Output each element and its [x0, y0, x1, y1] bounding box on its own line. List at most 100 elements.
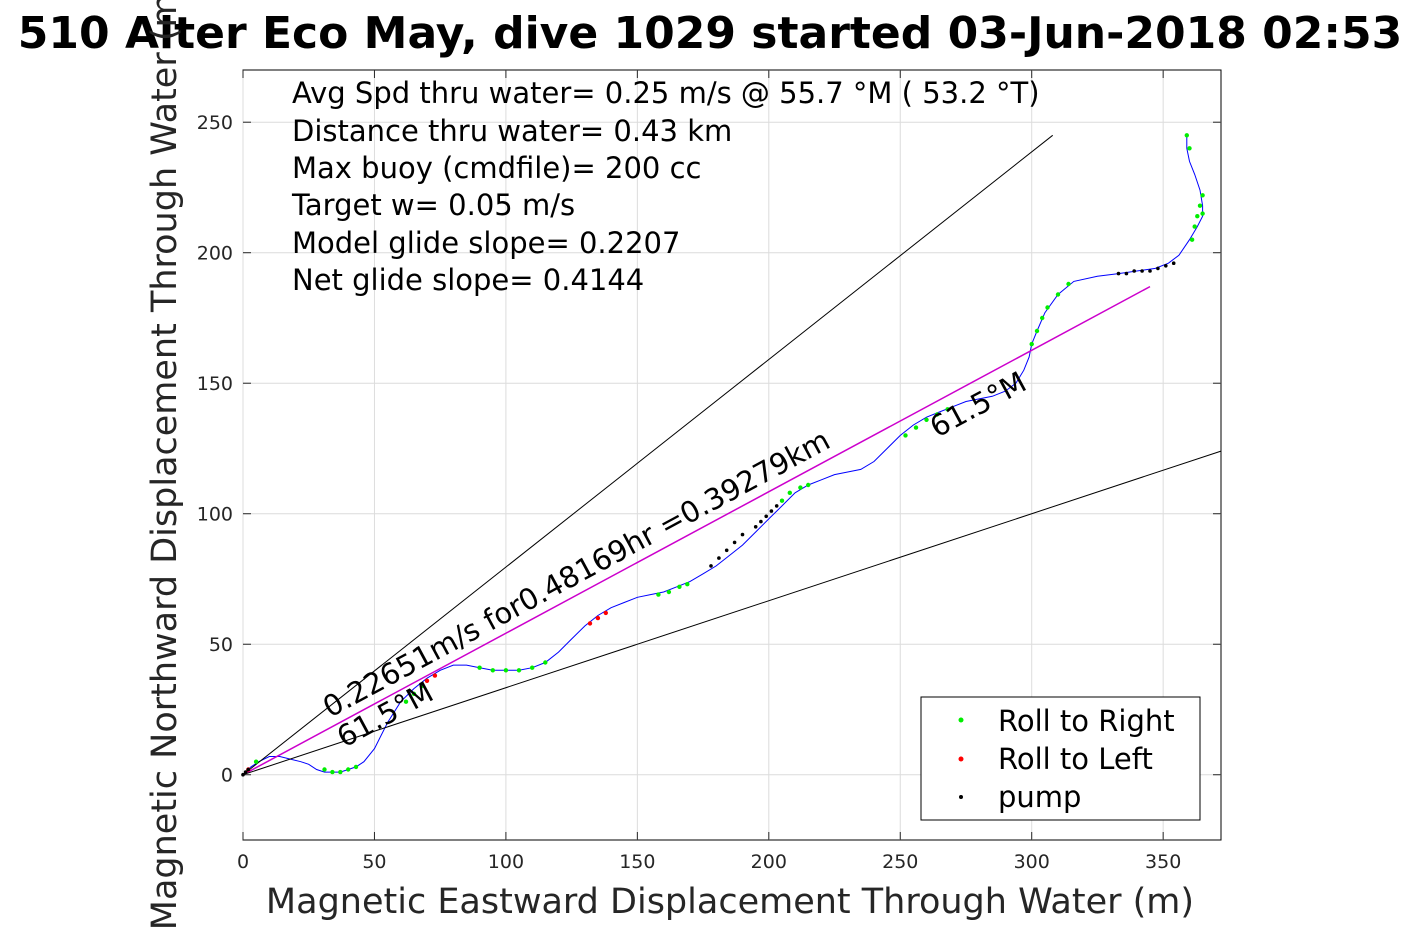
- roll-right-point: [346, 767, 351, 772]
- annotation-avg-speed: Avg Spd thru water= 0.25 m/s @ 55.7 °M (…: [292, 76, 1040, 110]
- roll-right-point: [490, 668, 495, 673]
- x-axis-ticks: 0 50 100 150 200 250 300 350: [237, 70, 1181, 873]
- roll-left-point: [595, 615, 601, 621]
- pump-point: [774, 504, 779, 508]
- pump-point: [709, 564, 713, 568]
- roll-right-point: [1066, 281, 1071, 287]
- roll-right-point: [945, 407, 950, 412]
- x-tick-label: 300: [1014, 851, 1050, 873]
- pump-point: [724, 548, 729, 553]
- roll-right-point: [779, 498, 785, 503]
- legend-marker-roll-left: [958, 756, 964, 762]
- plot-area: 0 50 100 150 200 250 300 350 0 50 100 150 200 250 Av…: [197, 69, 1222, 873]
- y-axis-label: Magnetic Northward Displacement Through …: [145, 0, 185, 930]
- legend-marker-pump: [959, 795, 963, 799]
- roll-right-point: [530, 665, 535, 670]
- roll-right-point: [913, 425, 919, 430]
- roll-right-point: [798, 485, 803, 490]
- legend-label-roll-left: Roll to Left: [998, 742, 1153, 776]
- roll-right-point: [656, 592, 661, 597]
- roll-right-point: [1187, 146, 1192, 151]
- pump-point: [740, 532, 745, 537]
- y-tick-label: 100: [197, 504, 233, 526]
- roll-right-point: [1200, 193, 1205, 198]
- roll-right-point: [1197, 203, 1203, 208]
- pump-point: [764, 514, 768, 519]
- roll-right-point: [516, 668, 522, 673]
- roll-left-point: [603, 610, 608, 616]
- stats-annotations: Avg Spd thru water= 0.25 m/s @ 55.7 °M (…: [291, 76, 1040, 297]
- roll-right-point: [806, 482, 811, 488]
- roll-right-point: [403, 699, 409, 704]
- roll-right-point: [1189, 237, 1195, 242]
- roll-right-point: [924, 417, 929, 422]
- x-axis-label: Magnetic Eastward Displacement Through W…: [266, 882, 1194, 922]
- pump-point: [246, 767, 251, 772]
- annotation-model-glide: Model glide slope= 0.2207: [292, 226, 680, 260]
- roll-left-point: [424, 678, 430, 683]
- pump-point: [1148, 269, 1152, 273]
- roll-right-point: [338, 769, 343, 775]
- roll-right-point: [685, 582, 690, 587]
- legend-label-pump: pump: [998, 780, 1081, 814]
- y-tick-label: 200: [197, 243, 233, 265]
- roll-right-point: [322, 767, 327, 772]
- pump-point: [241, 772, 245, 777]
- y-tick-label: 150: [197, 373, 233, 395]
- y-tick-label: 50: [209, 634, 233, 656]
- y-axis-ticks: 0 50 100 150 200 250: [197, 112, 1221, 787]
- pump-point: [1124, 271, 1129, 276]
- x-tick-label: 100: [488, 851, 524, 873]
- y-tick-label: 0: [221, 765, 233, 787]
- pump-point: [732, 540, 737, 545]
- pump-point: [769, 509, 774, 513]
- pump-point: [717, 556, 721, 560]
- x-tick-label: 200: [751, 851, 787, 873]
- roll-right-point: [1045, 305, 1050, 310]
- legend-label-roll-right: Roll to Right: [998, 704, 1175, 738]
- roll-right-point: [1055, 292, 1061, 297]
- roll-right-point: [787, 490, 792, 495]
- annotation-distance: Distance thru water= 0.43 km: [292, 114, 732, 148]
- pump-point: [1132, 269, 1136, 273]
- legend: Roll to Right Roll to Left pump: [920, 696, 1201, 821]
- grid: [242, 70, 1221, 840]
- roll-right-point: [677, 584, 682, 589]
- legend-marker-roll-right: [958, 717, 964, 723]
- pump-point: [1140, 269, 1144, 273]
- series-line-net: [242, 285, 1151, 776]
- roll-right-point: [503, 668, 509, 673]
- roll-right-point: [934, 412, 940, 417]
- roll-right-point: [330, 769, 335, 775]
- roll-right-point: [1200, 211, 1205, 216]
- roll-right-point: [1029, 341, 1034, 347]
- pump-point: [1164, 264, 1168, 268]
- legend-box: [920, 696, 1201, 821]
- roll-right-point: [411, 691, 417, 696]
- x-tick-label: 150: [619, 851, 655, 873]
- roll-right-point: [1192, 224, 1197, 229]
- roll-right-point: [903, 433, 908, 438]
- roll-right-point: [1184, 133, 1190, 138]
- x-tick-label: 0: [237, 851, 249, 873]
- pump-point: [753, 525, 758, 529]
- roll-right-point: [666, 589, 672, 595]
- series-line-track: [242, 135, 1204, 776]
- roll-right-point: [1034, 328, 1040, 334]
- roll-right-point: [353, 764, 359, 770]
- roll-right-point: [419, 683, 424, 689]
- x-tick-label: 250: [882, 851, 918, 873]
- annotation-net-glide: Net glide slope= 0.4144: [292, 263, 644, 297]
- x-tick-label: 50: [362, 851, 386, 873]
- series-line-cone-upper: [242, 134, 1054, 776]
- roll-right-point: [253, 759, 259, 764]
- chart-title: 510 Alter Eco May, dive 1029 started 03-…: [18, 8, 1402, 59]
- pump-point: [1116, 271, 1121, 276]
- annotation-target-w: Target w= 0.05 m/s: [291, 188, 575, 222]
- roll-right-point: [543, 660, 548, 665]
- series-line-cone-lower: [242, 450, 1222, 776]
- pump-point: [759, 519, 763, 524]
- roll-right-point: [477, 665, 482, 670]
- annotation-max-buoy: Max buoy (cmdfile)= 200 cc: [292, 151, 701, 185]
